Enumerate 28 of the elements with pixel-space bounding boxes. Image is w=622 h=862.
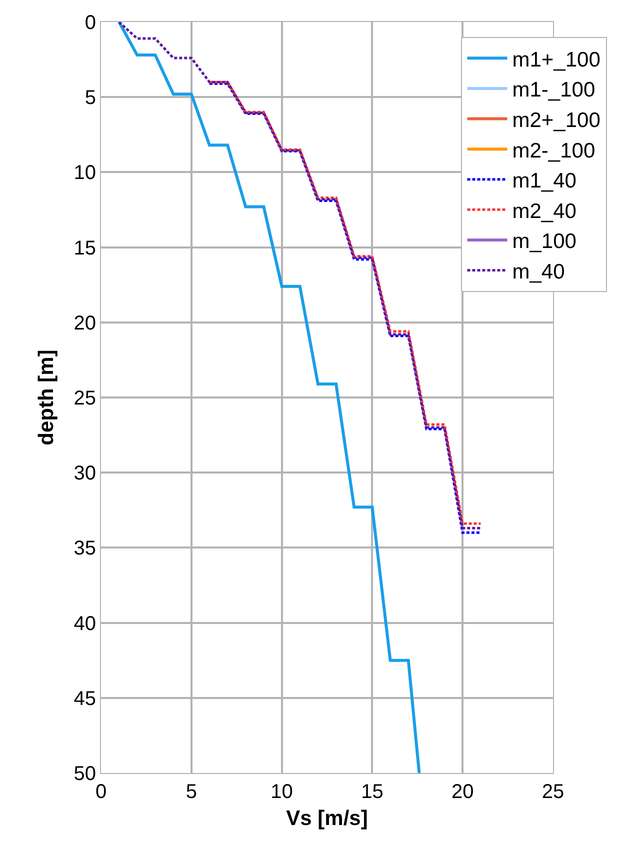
legend-label: m_100 — [512, 230, 576, 254]
x-tick-label: 5 — [186, 781, 197, 803]
y-tick-label: 20 — [74, 312, 96, 334]
x-axis-title: Vs [m/s] — [286, 807, 368, 830]
y-axis-title: depth [m] — [34, 350, 58, 446]
legend-label: m_40 — [512, 260, 565, 284]
x-tick-label: 10 — [270, 781, 293, 803]
x-tick-label: 25 — [542, 781, 564, 803]
x-tick-label: 15 — [361, 781, 384, 803]
x-tick-label: 20 — [451, 781, 474, 803]
line-series — [118, 22, 482, 530]
legend-label: m1_40 — [512, 170, 576, 193]
y-tick-label: 5 — [84, 87, 96, 110]
y-tick-label: 30 — [74, 462, 96, 485]
y-tick-label: 10 — [74, 162, 96, 184]
y-tick-label: 45 — [74, 688, 96, 710]
legend-label: m1-_100 — [512, 78, 596, 102]
y-tick-label: 50 — [74, 763, 96, 785]
legend-label: m2-_100 — [512, 139, 596, 162]
line-series — [118, 22, 421, 773]
legend-label: m2+_100 — [512, 108, 600, 132]
y-tick-label: 0 — [84, 12, 96, 34]
y-tick-label: 15 — [74, 237, 96, 260]
legend-label: m2_40 — [512, 200, 576, 223]
y-tick-label: 40 — [74, 612, 96, 635]
y-tick-label: 35 — [74, 538, 96, 560]
y-tick-label: 25 — [74, 388, 96, 410]
legend-label: m1+_100 — [512, 48, 600, 72]
